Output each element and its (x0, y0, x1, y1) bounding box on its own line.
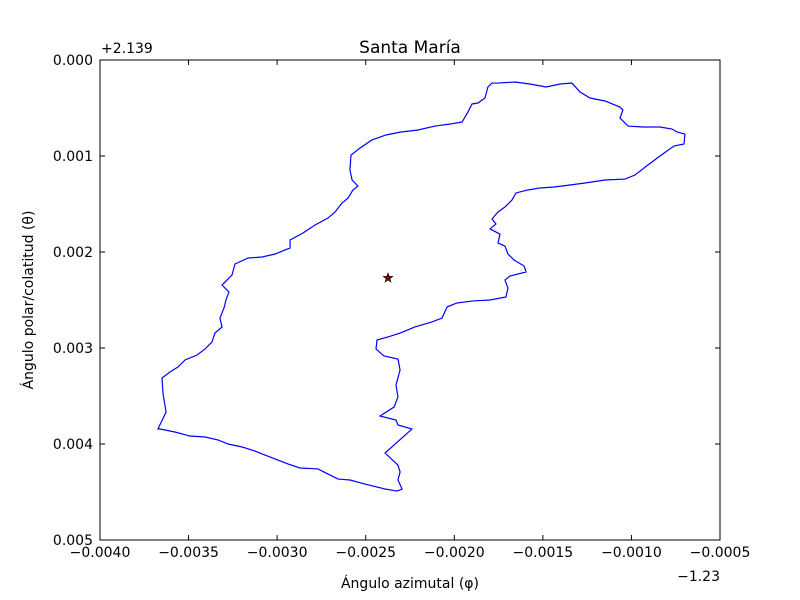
x-tick-label: −0.0010 (601, 545, 662, 561)
y-axis-label: Ángulo polar/colatitud (θ) (20, 211, 37, 390)
x-offset: −1.23 (677, 569, 720, 585)
chart-title: Santa María (359, 38, 461, 58)
y-tick-label: 0.003 (53, 341, 93, 357)
plot-frame (99, 59, 721, 541)
x-tick-label: −0.0015 (512, 545, 573, 561)
x-tick-label: −0.0030 (247, 545, 308, 561)
y-tick-label: 0.000 (53, 53, 93, 69)
x-tick-label: −0.0020 (424, 545, 485, 561)
x-axis-label: Ángulo azimutal (φ) (341, 575, 479, 592)
y-tick-label: 0.004 (53, 437, 93, 453)
x-tick-label: −0.0025 (335, 545, 396, 561)
x-tick-label: −0.0040 (70, 545, 131, 561)
y-tick-label: 0.001 (53, 149, 93, 165)
star-marker (382, 272, 394, 283)
x-tick-label: −0.0005 (690, 545, 751, 561)
y-offset: +2.139 (101, 41, 153, 57)
outline (156, 81, 686, 492)
x-tick-label: −0.0035 (158, 545, 219, 561)
y-tick-label: 0.005 (53, 533, 93, 549)
y-tick-label: 0.002 (53, 245, 93, 261)
